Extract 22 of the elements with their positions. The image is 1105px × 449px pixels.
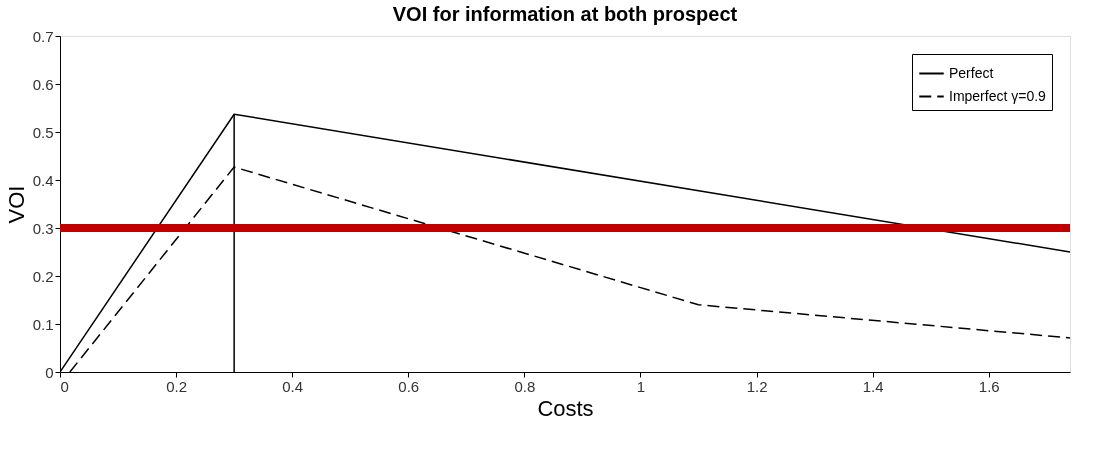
y-tick-label: 0.3 bbox=[32, 219, 54, 237]
x-axis-title: Costs bbox=[537, 395, 594, 421]
x-tick-label: 1.6 bbox=[978, 377, 1000, 395]
y-tick-label: 0.4 bbox=[32, 171, 54, 189]
y-tick-label: 0.2 bbox=[32, 267, 54, 285]
x-tick-label: 0.2 bbox=[166, 377, 188, 395]
y-tick-label: 0.6 bbox=[32, 75, 54, 93]
x-tick-label: 1 bbox=[636, 377, 646, 395]
x-tick-label: 0 bbox=[60, 377, 69, 395]
x-tick-label: 1.2 bbox=[746, 377, 768, 395]
chart-title: VOI for information at both prospect bbox=[392, 3, 738, 25]
x-tick-label: 0.4 bbox=[282, 377, 304, 395]
x-tick-label: 0.6 bbox=[398, 377, 420, 395]
y-tick-label: 0 bbox=[45, 363, 54, 381]
legend-label: Perfect bbox=[949, 64, 994, 81]
x-tick-label: 1.4 bbox=[862, 377, 884, 395]
y-tick-label: 0.1 bbox=[32, 315, 54, 333]
y-tick-label: 0.7 bbox=[32, 27, 54, 45]
legend-label: Imperfect γ=0.9 bbox=[949, 87, 1047, 104]
x-tick-label: 0.8 bbox=[514, 377, 536, 395]
y-axis-title: VOI bbox=[3, 185, 29, 224]
y-tick-label: 0.5 bbox=[32, 123, 54, 141]
